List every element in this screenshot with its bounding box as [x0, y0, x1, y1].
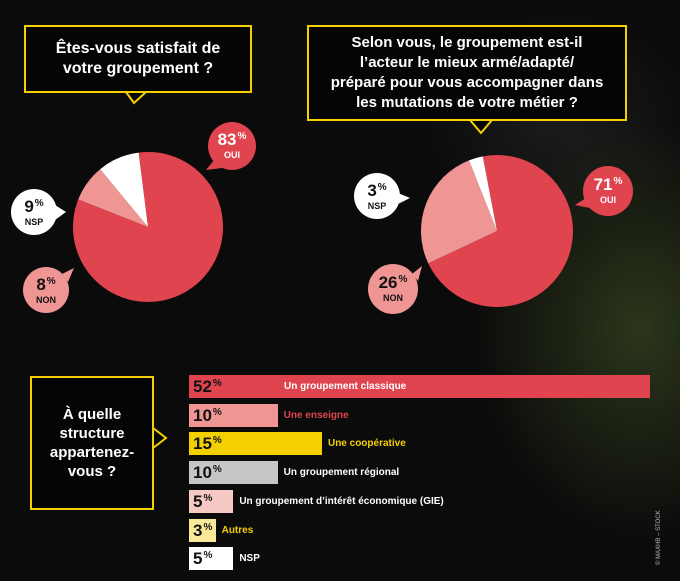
- pie-q2-slice-non: [420, 160, 497, 264]
- bar-un-groupement-classique: [189, 375, 650, 398]
- bar-label-autres: Autres: [221, 524, 254, 536]
- bubble-q2-oui-circle: [583, 166, 633, 216]
- bubble-q1-oui: 83% OUI: [209, 123, 255, 169]
- bubble-q1-non-tail: [62, 268, 74, 282]
- bubble-q1-oui-label: OUI: [223, 150, 240, 160]
- bar-value-un-groupement-regional: 10%: [193, 463, 222, 483]
- bar-label-une-enseigne: Une enseigne: [283, 409, 349, 421]
- bar-un-groupement-d-interet-economique-gie: [189, 489, 234, 513]
- bar-value-nsp: 5%: [193, 549, 213, 569]
- bubble-q1-nsp-circle: [11, 189, 57, 235]
- bubble-q2-non-label: NON: [383, 293, 403, 303]
- bubble-q2-nsp-circle: [354, 173, 400, 219]
- bar-une-enseigne: [189, 403, 278, 427]
- bubble-q2-non-circle: [368, 264, 418, 314]
- pie-q2-slice-oui: [428, 155, 573, 308]
- bubble-q1-non-label: NON: [36, 295, 56, 305]
- bar-value-un-groupement-d-interet-economique-gie: 5%: [193, 491, 213, 511]
- question-acteur-title: Selon vous, le groupement est-il l’acteu…: [330, 34, 604, 111]
- question-structure-title: À quelle structure appartenez- vous ?: [49, 406, 135, 480]
- bubble-q1-non: 8% NON: [24, 268, 68, 312]
- q2-box-pointer: [467, 119, 495, 135]
- bar-label-un-groupement-d-interet-economique-gie: Un groupement d’intérêt économique (GIE): [239, 495, 444, 507]
- bar-label-nsp: NSP: [239, 553, 260, 565]
- question-satisfaction-box: Êtes-vous satisfait de votre groupement …: [24, 25, 252, 93]
- bubble-q2-oui-value: 71%: [593, 175, 623, 194]
- bar-value-une-enseigne: 10%: [193, 405, 222, 425]
- bar-label-un-groupement-regional: Un groupement régional: [283, 467, 400, 479]
- bubble-q2-non-value: 26%: [378, 273, 408, 292]
- bubble-q1-oui-tail: [206, 160, 222, 170]
- bubble-q1-oui-circle: [208, 122, 256, 170]
- question-satisfaction-title: Êtes-vous satisfait de votre groupement …: [55, 40, 221, 77]
- pie-q1-slice-non: [78, 169, 148, 227]
- bubble-q1-non-circle: [23, 267, 69, 313]
- photo-credit: © MAXHB – STOCK: [656, 510, 662, 565]
- bubble-q1-oui-value: 83%: [217, 130, 247, 149]
- bubble-q1-non-value: 8%: [36, 275, 56, 294]
- bubble-q1-nsp: 9% NSP: [12, 190, 56, 234]
- bubble-q2-nsp-value: 3%: [367, 181, 387, 200]
- bubble-q2-non: 26% NON: [369, 265, 417, 313]
- bubble-q2-oui: 71% OUI: [584, 167, 632, 215]
- bubble-q2-nsp-tail: [398, 193, 410, 204]
- pie-q1-slice-oui: [73, 151, 224, 302]
- bar-un-groupement-regional: [189, 461, 278, 485]
- q1-box-pointer: [124, 91, 149, 105]
- pie-q2-slice-nsp: [469, 156, 497, 231]
- bubble-q2-nsp-label: NSP: [367, 201, 387, 211]
- bubble-q2-non-tail: [412, 266, 422, 281]
- bar-value-un-groupement-classique: 52%: [193, 377, 222, 396]
- bubble-q1-nsp-value: 9%: [24, 197, 44, 216]
- pie-q1-slice-nsp: [100, 152, 148, 227]
- question-structure-box: À quelle structure appartenez- vous ?: [30, 376, 154, 510]
- bar-value-autres: 3%: [193, 520, 213, 540]
- bar-label-un-groupement-classique: Un groupement classique: [284, 381, 407, 392]
- question-acteur-box: Selon vous, le groupement est-il l’acteu…: [307, 25, 627, 121]
- bubble-q1-nsp-label: NSP: [24, 217, 44, 227]
- bar-une-cooperative: [189, 432, 322, 456]
- bubble-q1-nsp-tail: [55, 205, 66, 220]
- q3-box-pointer: [152, 425, 168, 451]
- bar-value-une-cooperative: 15%: [193, 434, 222, 454]
- bar-autres: [189, 518, 216, 542]
- bubble-q2-nsp: 3% NSP: [355, 174, 399, 218]
- bubble-q2-oui-label: OUI: [599, 195, 616, 205]
- bar-nsp: [189, 547, 234, 571]
- bar-label-une-cooperative: Une coopérative: [327, 438, 406, 450]
